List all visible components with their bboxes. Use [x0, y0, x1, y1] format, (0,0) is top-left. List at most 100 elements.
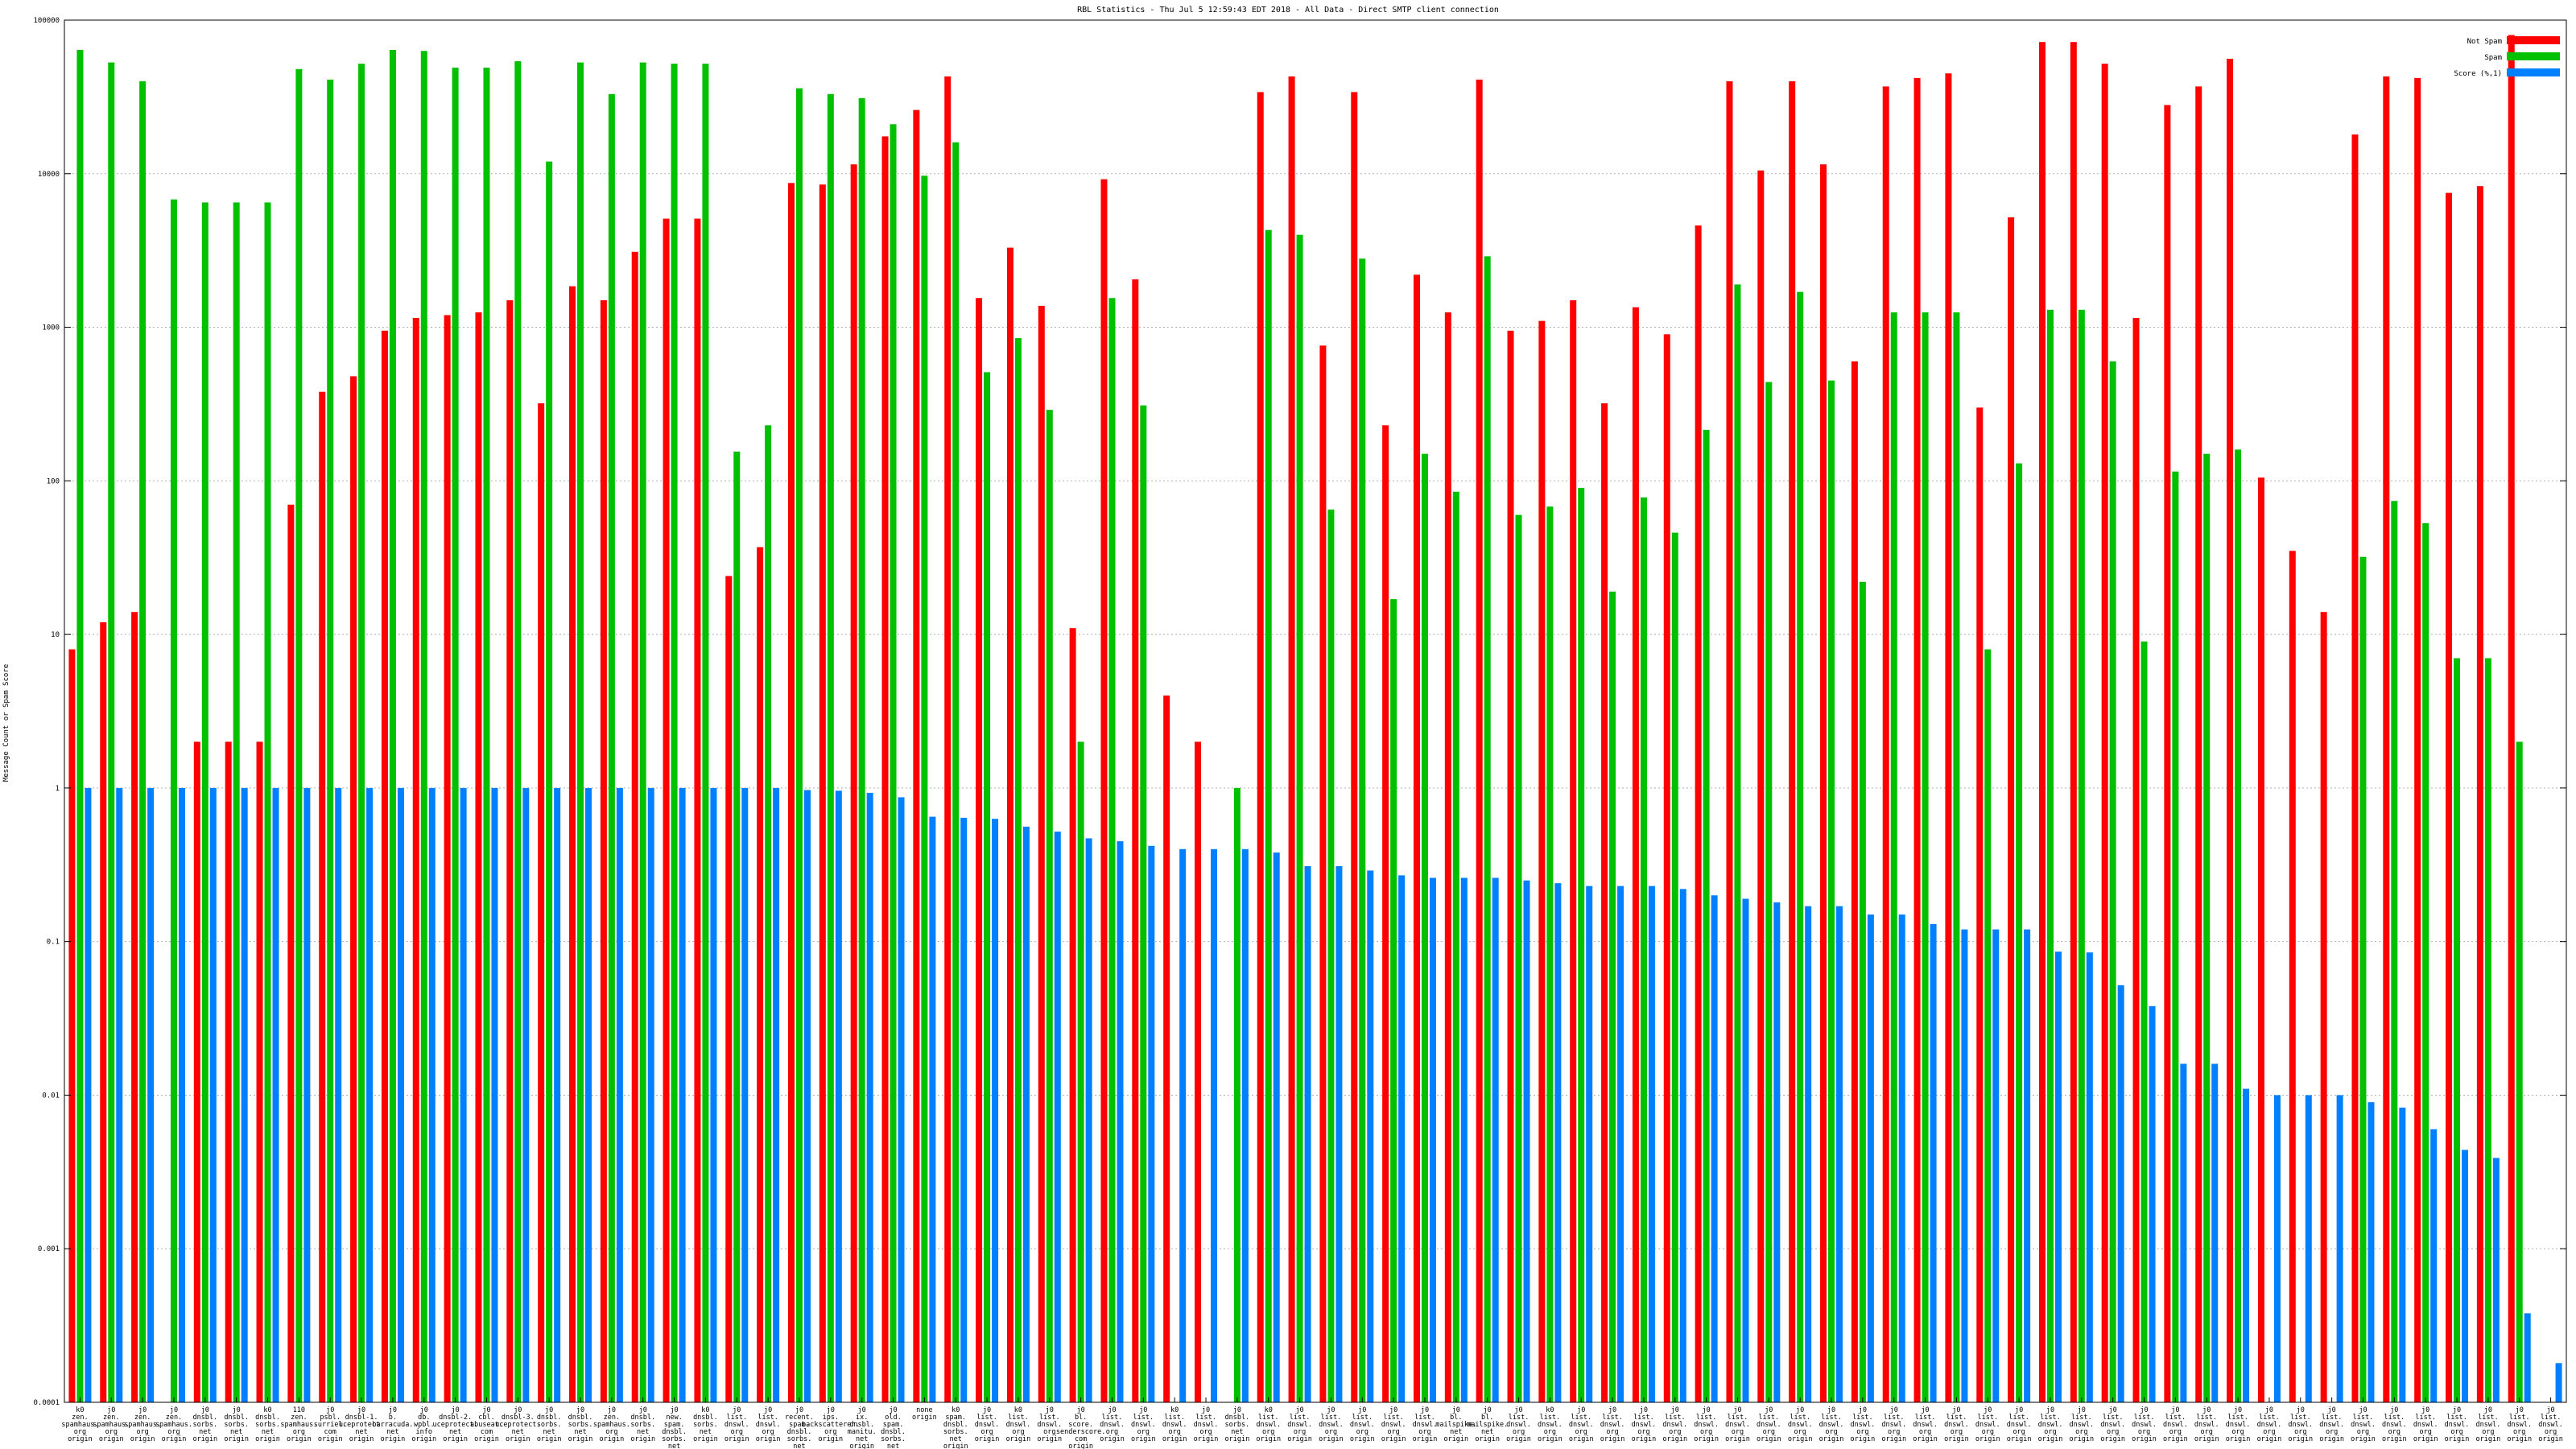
spam-bar [671, 64, 678, 1402]
spam-bar [1515, 514, 1522, 1402]
score-bar [272, 787, 279, 1402]
score-bar [2492, 1158, 2500, 1402]
spam-bar [2454, 658, 2461, 1402]
score-bar [1992, 929, 2000, 1402]
not-spam-bar [1976, 407, 1984, 1402]
not-spam-bar [1851, 361, 1858, 1402]
not-spam-bar [1132, 279, 1139, 1402]
x-category-label: k0 dnsbl. sorbs. net origin [255, 1406, 280, 1443]
spam-bar [795, 88, 803, 1403]
x-category-label: k0 list. dnswl. org origin [1006, 1406, 1031, 1443]
not-spam-bar [475, 312, 482, 1403]
score-bar [2180, 1063, 2187, 1402]
x-category-label: j0 dnsbl-1. uceprotect. net origin [339, 1406, 384, 1443]
x-category-label: j0 list. dnswl. org origin [1881, 1406, 1906, 1443]
score-bar [2399, 1107, 2406, 1402]
x-category-label: j0 list. dnswl. org origin [2226, 1406, 2251, 1443]
x-category-label: j0 list. dnswl. org origin [2257, 1406, 2282, 1443]
score-bar [1241, 848, 1249, 1402]
score-bar [2117, 985, 2124, 1402]
not-spam-bar [944, 76, 952, 1403]
not-spam-bar [569, 286, 576, 1403]
not-spam-bar [725, 576, 733, 1403]
score-bar [554, 787, 561, 1402]
score-bar [1742, 898, 1749, 1402]
x-category-label: 110 zen. spamhaus. org origin [280, 1406, 317, 1443]
not-spam-bar [287, 504, 295, 1402]
score-bar [147, 787, 155, 1402]
x-category-label: j0 list. dnswl. org origin [2163, 1406, 2188, 1443]
not-spam-bar [1257, 92, 1264, 1402]
score-bar [585, 787, 592, 1402]
score-bar [428, 787, 436, 1402]
not-spam-bar [631, 251, 638, 1402]
not-spam-bar [600, 299, 607, 1403]
x-category-label: j0 zen. spamhaus. org origin [124, 1406, 161, 1443]
x-category-label: j0 list. dnswl. org origin [1600, 1406, 1625, 1443]
y-tick-label: 100 [47, 477, 60, 485]
score-bar [1398, 875, 1406, 1402]
not-spam-bar [68, 649, 76, 1402]
spam-bar [984, 372, 991, 1402]
y-tick-label: 0.001 [38, 1245, 60, 1253]
score-bar [710, 787, 717, 1402]
score-bar [241, 787, 248, 1402]
x-category-label: j0 list. dnswl. org origin [2351, 1406, 2376, 1443]
spam-bar [1890, 312, 1897, 1403]
x-category-label: j0 zen. spamhaus. org origin [93, 1406, 130, 1443]
score-bar [992, 819, 999, 1402]
x-category-label: j0 ix. dnsbl. manitu. net origin [848, 1406, 877, 1449]
not-spam-bar [1538, 320, 1546, 1403]
not-spam-bar [2101, 64, 2108, 1402]
x-category-label: j0 dnsbl-2. uceprotect. net origin [432, 1406, 477, 1443]
score-bar [366, 787, 374, 1402]
x-category-label: j0 list. dnswl. org origin [2445, 1406, 2470, 1443]
spam-bar [1327, 510, 1335, 1402]
spam-bar [1484, 256, 1491, 1402]
score-bar [1022, 826, 1030, 1402]
spam-bar [327, 79, 334, 1403]
y-tick-label: 10 [51, 631, 60, 639]
spam-bar [1452, 491, 1459, 1403]
x-category-label: j0 cbl. abuseat. com origin [470, 1406, 503, 1443]
not-spam-bar [2038, 42, 2046, 1403]
not-spam-bar [2476, 186, 2483, 1403]
score-bar [1304, 865, 1311, 1402]
not-spam-bar [1663, 334, 1670, 1403]
not-spam-bar [2132, 317, 2140, 1402]
x-category-label: j0 list. dnswl. org origin [2507, 1406, 2532, 1443]
x-category-label: j0 list. dnswl. org origin [1319, 1406, 1344, 1443]
spam-bar [2109, 361, 2116, 1402]
score-bar [2086, 952, 2093, 1402]
score-bar [898, 797, 905, 1402]
x-category-label: k0 dnsbl. sorbs. net origin [693, 1406, 718, 1443]
score-bar [1930, 923, 1937, 1402]
x-category-label: j0 b. barracuda. net origin [372, 1406, 413, 1443]
x-category-label: j0 list. dnswl. org origin [1413, 1406, 1438, 1443]
spam-bar [921, 175, 928, 1403]
not-spam-bar [506, 299, 514, 1403]
spam-bar [2016, 463, 2023, 1402]
score-bar [303, 787, 311, 1402]
not-spam-bar [381, 330, 388, 1402]
not-spam-bar [694, 218, 701, 1402]
x-category-label: j0 bl. score. senderscore. com origin [1056, 1406, 1105, 1449]
spam-bar [1640, 497, 1647, 1402]
spam-bar [2484, 658, 2491, 1402]
score-bar [960, 817, 968, 1402]
y-tick-label: 0.01 [42, 1092, 60, 1100]
score-bar [1085, 838, 1092, 1402]
not-spam-bar [1945, 73, 1952, 1403]
x-category-label: j0 dnsbl. sorbs. net origin [537, 1406, 562, 1443]
spam-bar [264, 202, 271, 1403]
x-category-label: k0 spam. dnsbl. sorbs. net origin [943, 1406, 968, 1449]
not-spam-bar [225, 741, 232, 1402]
not-spam-bar [913, 109, 920, 1402]
not-spam-bar [2289, 551, 2296, 1403]
score-bar [2211, 1063, 2219, 1402]
not-spam-bar [2227, 59, 2234, 1402]
x-category-label: j0 list. dnswl. org origin [2319, 1406, 2344, 1443]
x-category-label: j0 list. dnswl. org origin [2038, 1406, 2063, 1443]
score-bar [522, 787, 530, 1402]
